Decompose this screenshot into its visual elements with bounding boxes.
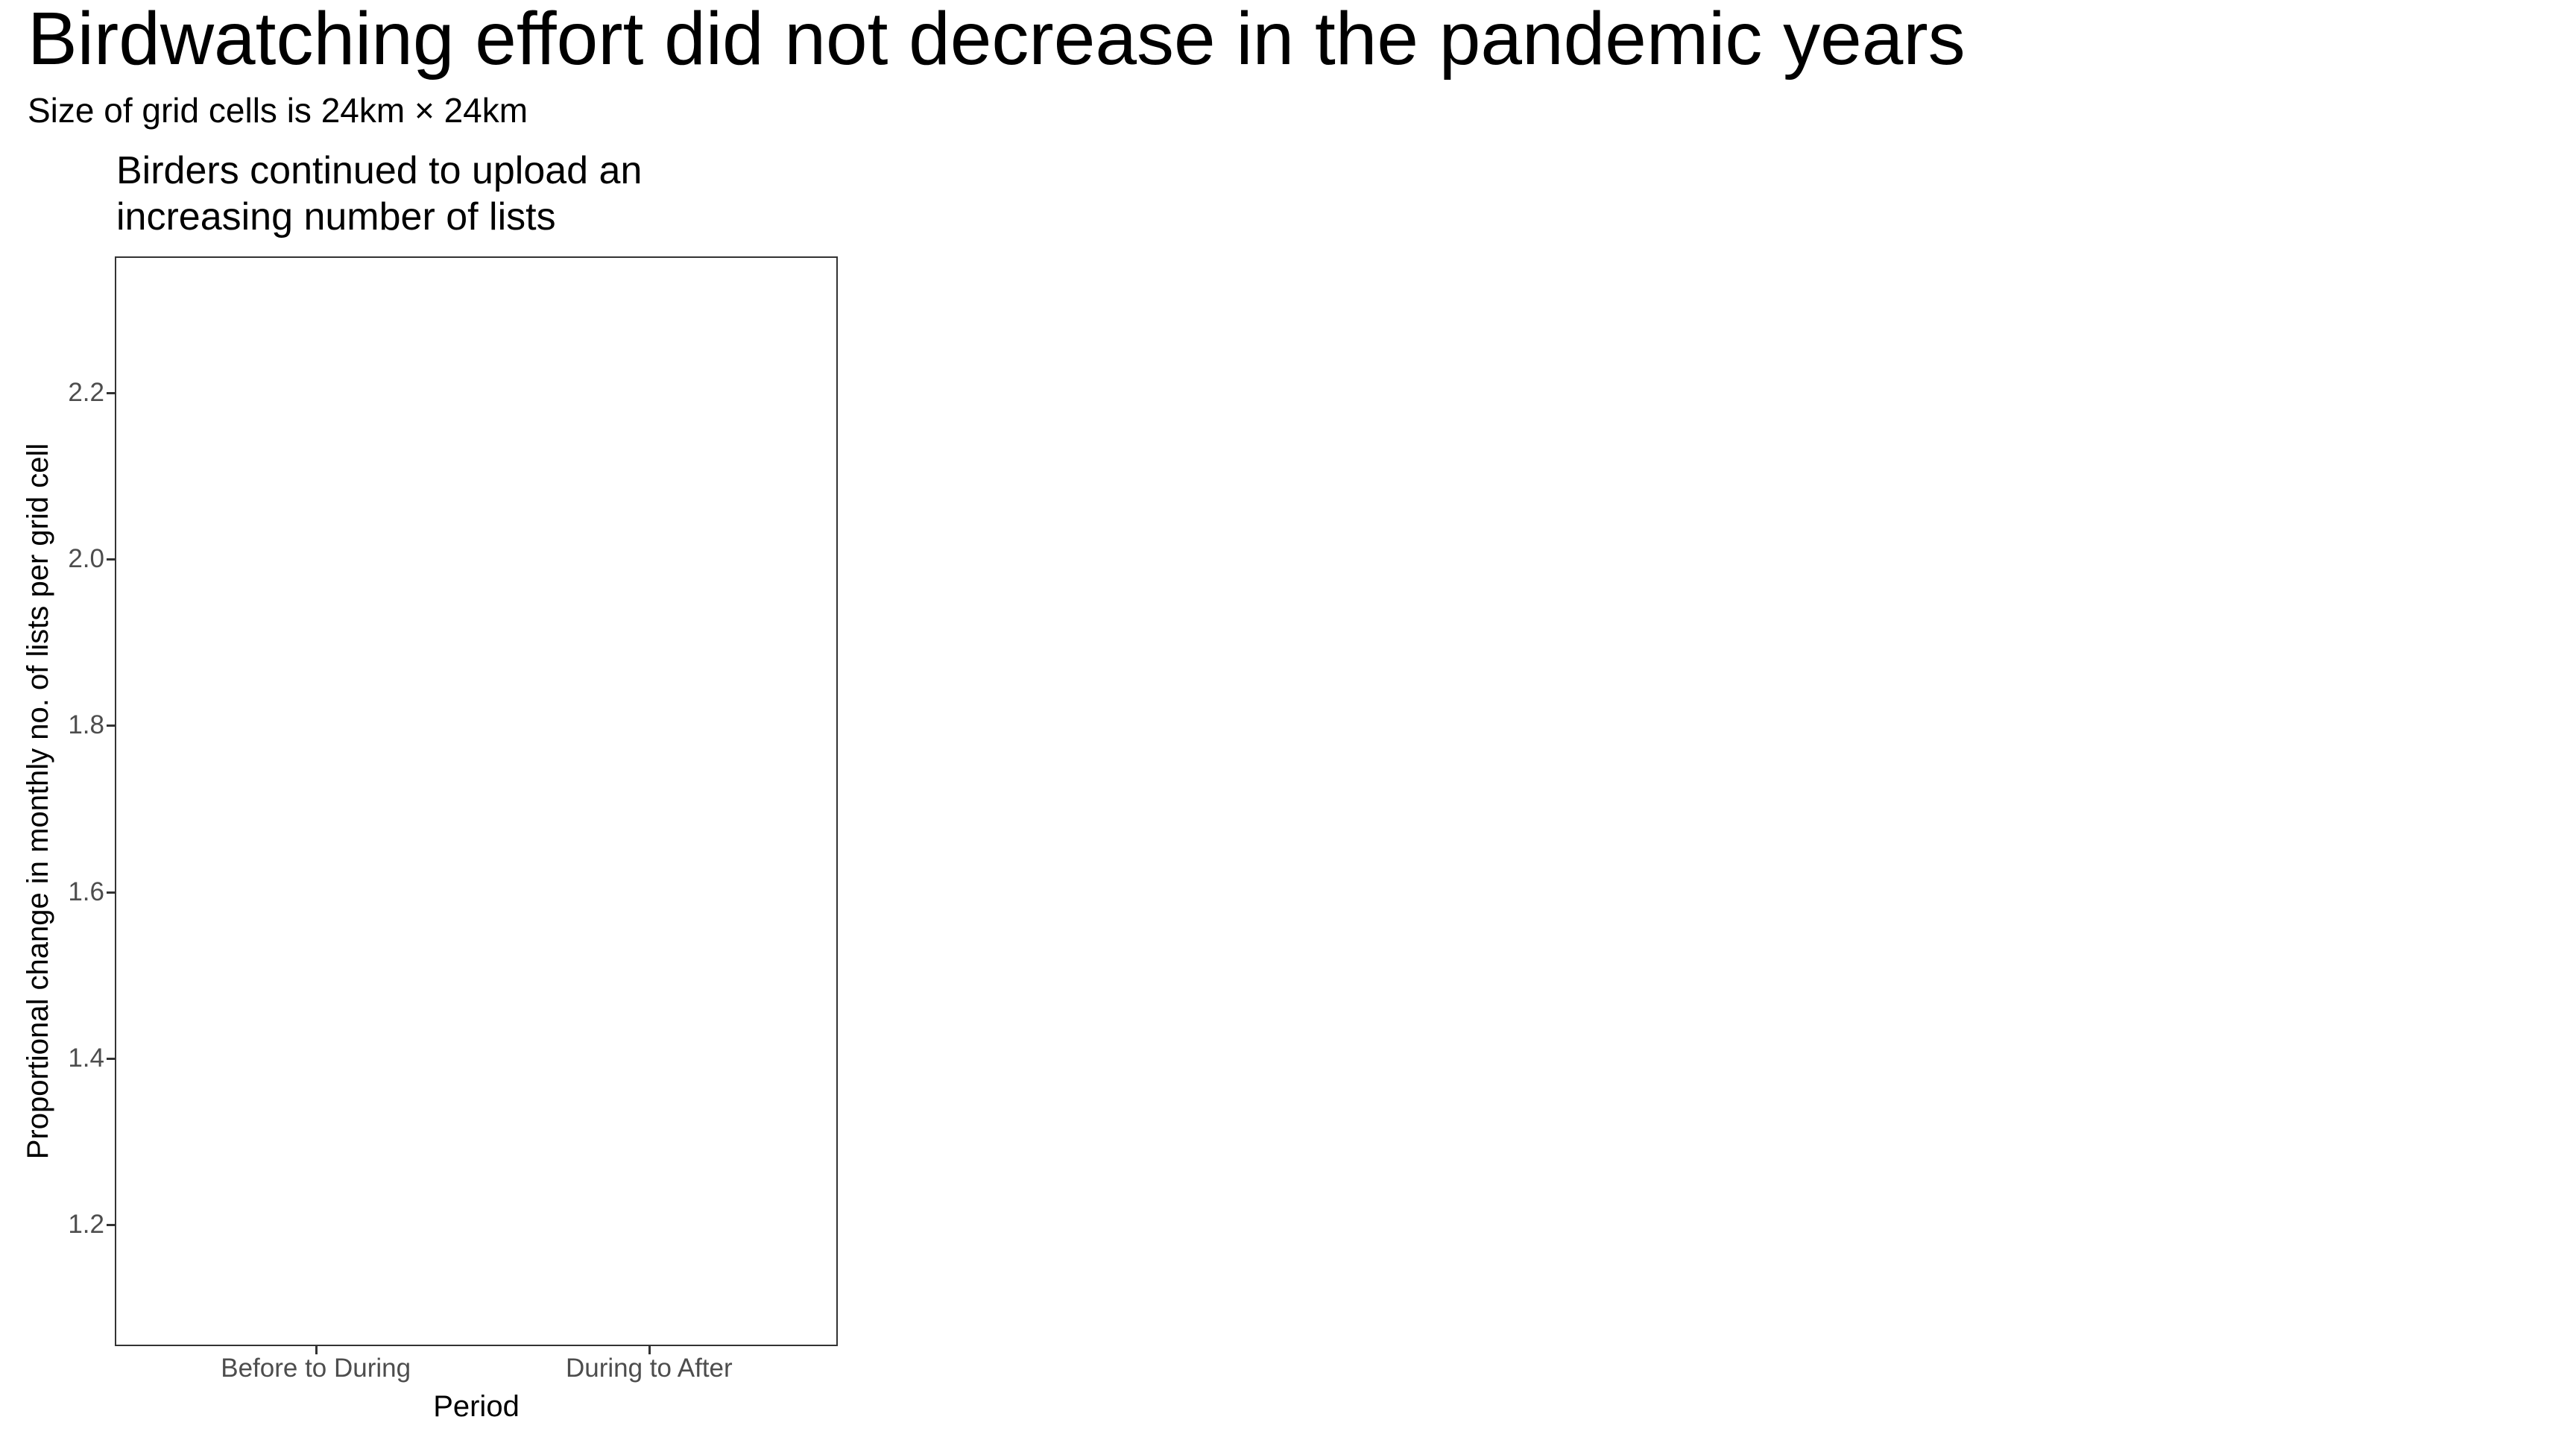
y-tick-label: 1.6 bbox=[68, 877, 104, 906]
y-tick-label: 2.2 bbox=[68, 378, 104, 408]
y-tick-mark bbox=[107, 1224, 115, 1227]
x-tick-mark bbox=[648, 1346, 651, 1354]
panel-title: Birders continued to upload an increasin… bbox=[116, 149, 643, 239]
y-tick-label: 1.4 bbox=[68, 1043, 104, 1073]
plot-panel bbox=[115, 256, 838, 1346]
y-tick-label: 2.0 bbox=[68, 544, 104, 574]
chart-title: Birdwatching effort did not decrease in … bbox=[28, 0, 1966, 80]
x-tick-mark bbox=[315, 1346, 318, 1354]
y-tick-label: 1.2 bbox=[68, 1210, 104, 1240]
y-tick-mark bbox=[107, 558, 115, 561]
y-tick-mark bbox=[107, 724, 115, 727]
y-tick-label: 1.8 bbox=[68, 710, 104, 740]
y-tick-mark bbox=[107, 891, 115, 894]
x-axis-title: Period bbox=[433, 1390, 520, 1423]
y-tick-mark bbox=[107, 1057, 115, 1060]
chart-subtitle: Size of grid cells is 24km × 24km bbox=[28, 91, 528, 130]
x-tick-label: During to After bbox=[565, 1354, 733, 1383]
y-tick-mark bbox=[107, 392, 115, 395]
x-tick-label: Before to During bbox=[221, 1354, 411, 1383]
